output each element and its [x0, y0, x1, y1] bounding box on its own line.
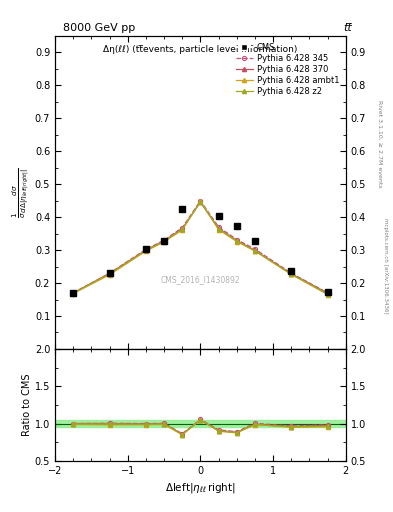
Pythia 6.428 345 [143, 246, 148, 252]
Pythia 6.428 345 [162, 237, 167, 243]
CMS [143, 246, 148, 252]
Legend: CMS, Pythia 6.428 345, Pythia 6.428 370, Pythia 6.428 ambt1, Pythia 6.428 z2: CMS, Pythia 6.428 345, Pythia 6.428 370,… [233, 40, 342, 98]
Pythia 6.428 ambt1 [253, 248, 257, 254]
Pythia 6.428 ambt1 [162, 239, 167, 245]
X-axis label: $\Delta\mathrm{left}|\eta_{\ell\ell}\,\mathrm{right}|$: $\Delta\mathrm{left}|\eta_{\ell\ell}\,\m… [165, 481, 236, 495]
CMS [180, 205, 185, 211]
Pythia 6.428 z2 [253, 248, 257, 254]
Text: Δη(ℓℓ) (tt̅events, particle level information): Δη(ℓℓ) (tt̅events, particle level inform… [103, 45, 298, 54]
Line: CMS: CMS [70, 206, 331, 296]
CMS [325, 289, 330, 295]
Pythia 6.428 z2 [198, 199, 203, 205]
Pythia 6.428 z2 [216, 226, 221, 232]
Pythia 6.428 z2 [71, 290, 75, 296]
Pythia 6.428 ambt1 [180, 227, 185, 233]
Pythia 6.428 ambt1 [143, 248, 148, 254]
Bar [55, 420, 346, 427]
Pythia 6.428 345 [253, 246, 257, 252]
Pythia 6.428 ambt1 [234, 239, 239, 245]
Pythia 6.428 370 [234, 238, 239, 244]
CMS [216, 212, 221, 219]
Pythia 6.428 345 [198, 198, 203, 204]
Pythia 6.428 370 [289, 271, 294, 277]
Pythia 6.428 370 [198, 199, 203, 205]
Pythia 6.428 ambt1 [216, 227, 221, 233]
Pythia 6.428 z2 [143, 247, 148, 253]
Pythia 6.428 370 [71, 290, 75, 296]
Text: tt̅: tt̅ [343, 23, 352, 33]
CMS [107, 270, 112, 276]
Pythia 6.428 z2 [234, 238, 239, 244]
Text: Rivet 3.1.10, ≥ 2.7M events: Rivet 3.1.10, ≥ 2.7M events [377, 99, 382, 187]
Pythia 6.428 345 [325, 290, 330, 296]
Text: CMS_2016_I1430892: CMS_2016_I1430892 [161, 275, 240, 285]
Pythia 6.428 345 [234, 237, 239, 243]
Pythia 6.428 z2 [162, 238, 167, 244]
Pythia 6.428 z2 [180, 226, 185, 232]
Line: Pythia 6.428 ambt1: Pythia 6.428 ambt1 [71, 199, 330, 296]
Pythia 6.428 ambt1 [289, 271, 294, 278]
Pythia 6.428 ambt1 [107, 272, 112, 278]
Pythia 6.428 370 [325, 290, 330, 296]
Line: Pythia 6.428 z2: Pythia 6.428 z2 [71, 200, 330, 296]
Pythia 6.428 345 [71, 290, 75, 296]
Pythia 6.428 370 [143, 247, 148, 253]
CMS [71, 290, 75, 296]
Pythia 6.428 370 [180, 226, 185, 232]
Pythia 6.428 ambt1 [71, 290, 75, 296]
Y-axis label: $\frac{1}{\sigma}\frac{d\sigma}{d\Delta|{\eta}_{left|right|}|}$: $\frac{1}{\sigma}\frac{d\sigma}{d\Delta|… [11, 167, 32, 218]
CMS [162, 238, 167, 244]
CMS [234, 223, 239, 229]
Pythia 6.428 z2 [289, 271, 294, 277]
Pythia 6.428 ambt1 [198, 198, 203, 204]
Text: 8000 GeV pp: 8000 GeV pp [63, 23, 135, 33]
Pythia 6.428 370 [162, 238, 167, 244]
Pythia 6.428 ambt1 [325, 291, 330, 297]
Y-axis label: Ratio to CMS: Ratio to CMS [22, 374, 32, 436]
Pythia 6.428 345 [216, 224, 221, 230]
Pythia 6.428 345 [107, 270, 112, 276]
Pythia 6.428 345 [289, 270, 294, 276]
Text: mcplots.cern.ch [arXiv:1306.3436]: mcplots.cern.ch [arXiv:1306.3436] [383, 219, 387, 314]
Pythia 6.428 370 [107, 270, 112, 276]
Pythia 6.428 370 [253, 247, 257, 253]
Pythia 6.428 345 [180, 225, 185, 231]
Line: Pythia 6.428 345: Pythia 6.428 345 [71, 199, 330, 295]
Line: Pythia 6.428 370: Pythia 6.428 370 [71, 200, 330, 295]
CMS [253, 238, 257, 244]
Pythia 6.428 z2 [107, 271, 112, 277]
CMS [289, 267, 294, 273]
Pythia 6.428 z2 [325, 291, 330, 297]
Pythia 6.428 370 [216, 225, 221, 231]
